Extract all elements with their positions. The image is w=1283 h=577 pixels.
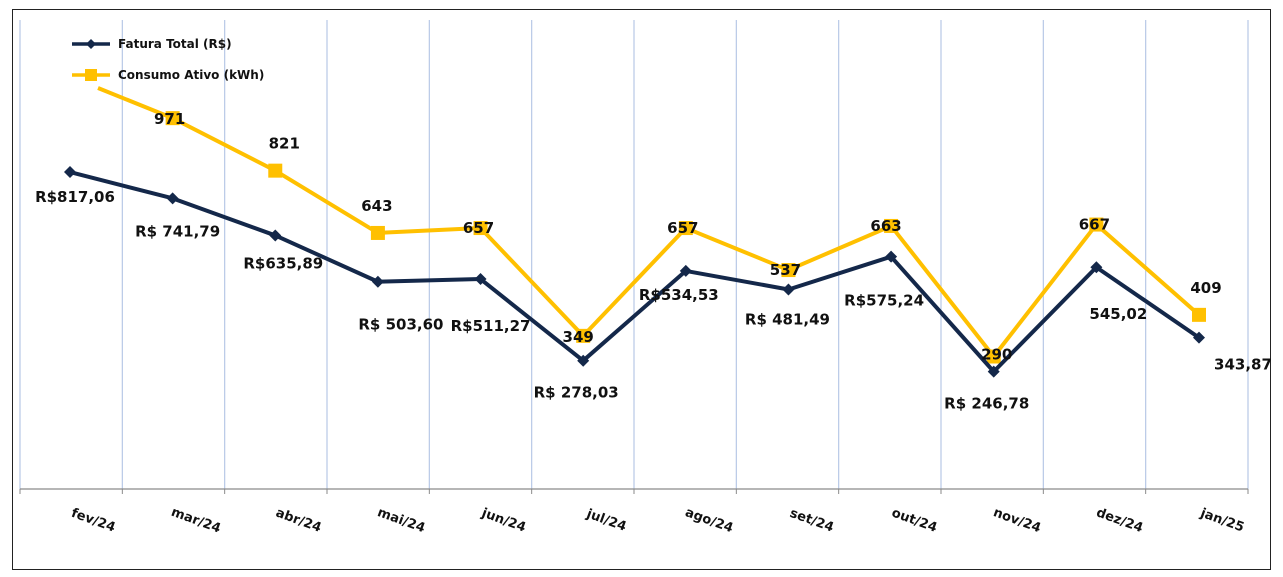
data-point-fatura xyxy=(371,275,384,288)
series-line-consumo xyxy=(97,86,1201,359)
data-label-consumo: 537 xyxy=(770,261,801,279)
data-point-fatura xyxy=(679,264,692,277)
data-label-consumo: 821 xyxy=(269,135,300,153)
x-tick-label: out/24 xyxy=(890,506,940,536)
data-point-consumo xyxy=(268,163,283,178)
data-label-fatura: R$635,89 xyxy=(243,254,323,272)
data-label-fatura: R$ 741,79 xyxy=(135,222,220,240)
data-point-consumo xyxy=(370,225,385,240)
x-tick-label: nov/24 xyxy=(991,505,1043,536)
data-label-fatura: R$ 246,78 xyxy=(944,395,1029,413)
data-point-fatura xyxy=(474,273,487,286)
data-label-consumo: 349 xyxy=(563,328,594,346)
data-label-fatura: 545,02 xyxy=(1089,305,1147,323)
x-tick-label: jan/25 xyxy=(1197,506,1246,536)
data-point-fatura xyxy=(166,192,179,205)
x-tick-label: dez/24 xyxy=(1094,505,1145,536)
x-tick-label: set/24 xyxy=(788,506,836,536)
legend-marker-consumo xyxy=(85,69,97,81)
data-point-fatura xyxy=(269,229,282,242)
x-tick-label: jul/24 xyxy=(584,506,629,534)
legend-item-fatura: Fatura Total (R$) xyxy=(72,37,232,51)
data-point-consumo xyxy=(781,263,796,278)
x-tick-label: mai/24 xyxy=(375,505,427,536)
data-label-consumo: 657 xyxy=(667,219,698,237)
data-label-fatura: R$575,24 xyxy=(844,292,924,310)
data-label-fatura: R$ 481,49 xyxy=(745,310,830,328)
x-tick-label: jun/24 xyxy=(479,505,528,535)
data-point-fatura xyxy=(987,365,1000,378)
data-label-consumo: 657 xyxy=(463,219,494,237)
data-label-fatura: R$ 278,03 xyxy=(534,384,619,402)
x-tick-label: ago/24 xyxy=(683,505,735,536)
legend-label-fatura: Fatura Total (R$) xyxy=(118,37,232,51)
data-label-fatura: 343,87 xyxy=(1214,356,1272,374)
data-point-fatura xyxy=(1193,331,1205,344)
data-label-consumo: 643 xyxy=(361,197,392,215)
x-tick-label: abr/24 xyxy=(274,506,324,536)
data-label-consumo: 663 xyxy=(870,217,901,235)
series-line-fatura xyxy=(69,170,1201,374)
data-point-fatura xyxy=(577,354,590,367)
data-point-consumo xyxy=(165,111,180,126)
data-point-consumo xyxy=(884,218,899,233)
data-point-consumo xyxy=(473,221,488,236)
chart-frame xyxy=(12,9,1271,570)
data-label-consumo: 971 xyxy=(154,110,185,128)
x-tick-label: mar/24 xyxy=(169,505,223,537)
data-label-fatura: R$ 503,60 xyxy=(358,316,443,334)
legend-item-consumo: Consumo Ativo (kWh) xyxy=(72,68,264,82)
data-label-fatura: R$817,06 xyxy=(35,188,115,206)
data-point-consumo xyxy=(678,221,693,236)
data-point-fatura xyxy=(1090,261,1103,274)
data-point-consumo xyxy=(1192,307,1206,322)
data-label-consumo: 409 xyxy=(1190,279,1221,297)
data-point-fatura xyxy=(782,283,795,296)
data-point-fatura xyxy=(64,166,76,179)
data-point-fatura xyxy=(885,250,898,263)
x-tick-label: fev/24 xyxy=(69,506,117,536)
legend-label-consumo: Consumo Ativo (kWh) xyxy=(118,68,264,82)
data-point-consumo xyxy=(1089,217,1104,232)
data-point-consumo xyxy=(576,328,591,343)
data-point-consumo xyxy=(986,349,1001,364)
data-label-fatura: R$534,53 xyxy=(639,286,719,304)
data-label-fatura: R$511,27 xyxy=(451,317,531,335)
data-label-consumo: 290 xyxy=(981,346,1012,364)
legend-marker-fatura xyxy=(86,39,96,49)
data-label-consumo: 667 xyxy=(1079,216,1110,234)
